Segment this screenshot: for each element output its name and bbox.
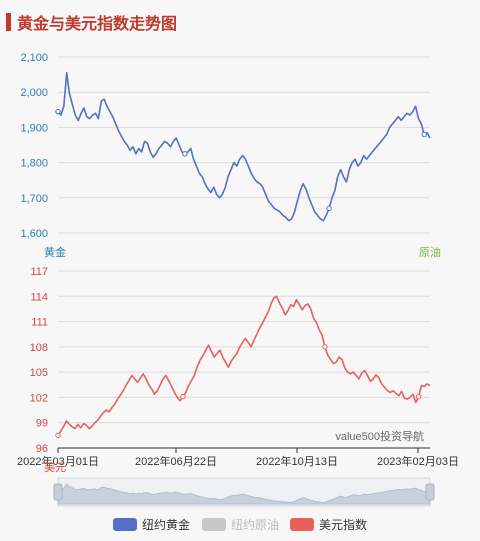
legend-label-oil: 纽约原油: [231, 517, 279, 532]
gold-point-marker: [326, 205, 332, 212]
usd-y-tick-label: 114: [30, 291, 48, 303]
gold-y-tick-label: 2,100: [20, 52, 48, 64]
usd-y-tick-label: 102: [30, 392, 48, 404]
gold-y-tick-label: 1,800: [20, 158, 48, 170]
gold-grid: [58, 56, 430, 234]
legend-swatch-gold: [113, 518, 137, 531]
usd-y-tick-label: 117: [30, 266, 48, 278]
legend-item-oil[interactable]: 纽约原油: [202, 517, 279, 532]
title-accent-bar: [6, 13, 11, 31]
usd-point-marker: [415, 393, 422, 400]
usd-y-tick-label: 96: [36, 443, 48, 455]
zoom-slider-preview: [57, 483, 431, 505]
gold-y-tick-label: 1,600: [20, 228, 48, 240]
gold-y-axis-ticks: 1,600 1,700 1,800 1,900 2,000 2,100: [20, 52, 48, 240]
legend-swatch-usd: [290, 518, 314, 531]
usd-point-marker: [322, 344, 328, 350]
x-axis-tick-label: 2022年03月01日: [17, 454, 99, 468]
usd-point-marker: [180, 393, 186, 400]
x-axis-tick-label: 2022年06月22日: [135, 454, 217, 468]
usd-y-tick-label: 108: [30, 342, 48, 354]
legend-swatch-oil: [202, 518, 226, 531]
gold-series-group: [55, 72, 431, 222]
legend: 纽约黄金 纽约原油 美元指数: [113, 517, 367, 532]
legend-item-gold[interactable]: 纽约黄金: [113, 517, 190, 532]
zoom-handle-right[interactable]: [425, 483, 435, 501]
x-axis-tick-label: 2022年10月13日: [256, 454, 338, 468]
usd-y-tick-label: 111: [31, 317, 48, 329]
gold-point-marker: [55, 108, 61, 115]
gold-series-line: [57, 72, 431, 222]
gold-axis-label: 黄金: [44, 245, 66, 259]
legend-label-usd: 美元指数: [319, 517, 367, 532]
usd-grid: [58, 270, 430, 449]
gold-point-marker: [182, 151, 188, 157]
x-axis-tick-label: 2023年02月03日: [377, 454, 459, 468]
legend-label-gold: 纽约黄金: [142, 517, 190, 532]
usd-axis-label: 美元: [44, 461, 66, 474]
gold-y-tick-label: 2,000: [20, 87, 48, 99]
zoom-handle-left[interactable]: [53, 483, 63, 501]
gold-point-marker: [421, 131, 427, 138]
usd-point-marker: [55, 432, 61, 439]
zoom-slider[interactable]: [53, 477, 435, 507]
x-axis-ticks: 2022年03月01日 2022年06月22日 2022年10月13日 2023年02…: [17, 448, 459, 468]
usd-series-line: [57, 295, 431, 436]
oil-axis-label: 原油: [419, 245, 441, 259]
usd-y-tick-label: 105: [30, 367, 48, 379]
usd-series-group: [55, 295, 431, 439]
page-title: 黄金与美元指数走势图: [6, 12, 178, 33]
usd-y-axis-ticks: 96 99 102 105 108 111 114 117: [30, 266, 48, 455]
page-title-text: 黄金与美元指数走势图: [17, 16, 178, 33]
gold-y-tick-label: 1,700: [20, 193, 48, 205]
legend-item-usd[interactable]: 美元指数: [290, 517, 367, 532]
gold-y-tick-label: 1,900: [20, 122, 48, 134]
usd-y-tick-label: 99: [36, 418, 48, 430]
watermark-text: value500投资导航: [335, 429, 424, 443]
